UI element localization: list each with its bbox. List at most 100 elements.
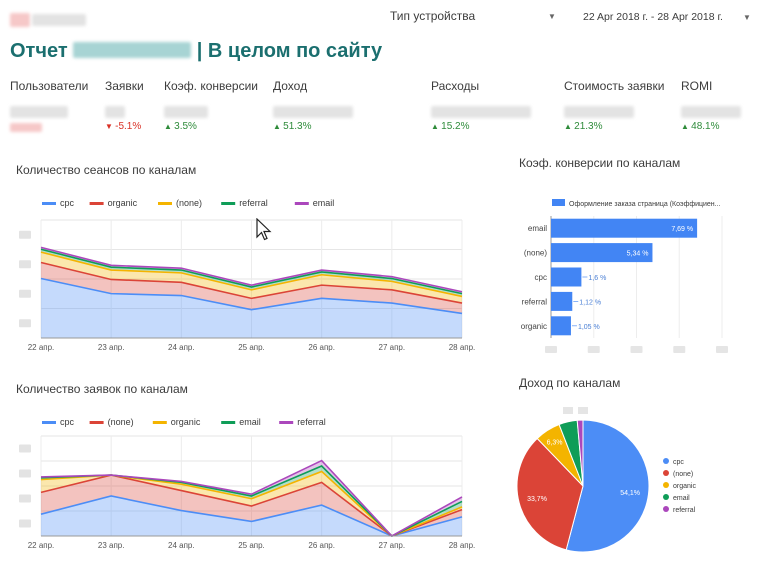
metric-card: Заявки ▼ -5.1% — [105, 79, 144, 132]
legend-label: organic — [108, 198, 138, 208]
legend-item: organic — [89, 198, 138, 208]
metric-card: Доход ▲ 51.3% — [273, 79, 353, 132]
legend-redacted — [563, 407, 573, 414]
legend-item: organic — [152, 417, 201, 427]
arrow-down-icon: ▼ — [105, 122, 116, 131]
legend-swatch — [158, 202, 172, 205]
x-tick-label: 26 апр. — [308, 541, 335, 550]
metric-value-redacted — [431, 106, 531, 118]
y-tick-label: organic — [521, 322, 547, 331]
series-line-referral — [40, 248, 463, 295]
metric-label: ROMI — [681, 79, 713, 93]
legend-swatch — [221, 421, 236, 424]
metric-delta-redacted — [10, 123, 42, 132]
metric-delta-value: 3.5% — [174, 121, 197, 132]
date-range-picker[interactable]: 22 Apr 2018 г. - 28 Apr 2018 г. ▼ — [583, 11, 751, 25]
area-cpc — [41, 496, 462, 536]
legend-label: organic — [171, 417, 201, 427]
device-type-filter[interactable]: Тип устройства ▼ — [390, 9, 556, 25]
legend-label: referral — [297, 417, 326, 427]
metric-value-redacted — [681, 106, 741, 118]
x-tick-label: 24 апр. — [168, 541, 195, 550]
y-tick-redacted — [19, 444, 31, 453]
data-label: 33,7% — [527, 496, 547, 503]
legend-swatch — [152, 421, 167, 424]
metric-value-redacted — [105, 106, 125, 118]
leads-area-chart: cpc (none) organic email referral 22 апр. 23 а… — [19, 417, 476, 550]
y-tick-redacted — [19, 289, 31, 298]
legend-swatch — [294, 202, 309, 205]
legend-item: referral — [279, 417, 326, 427]
legend-label: Оформление заказа страница (Коэффициен..… — [569, 201, 721, 208]
x-tick-redacted — [630, 346, 643, 353]
bar — [551, 267, 582, 287]
series-line-organic — [40, 261, 463, 304]
legend-label: (none) — [673, 471, 693, 478]
legend-swatch — [663, 470, 669, 476]
data-label: 1,12 % — [579, 299, 601, 306]
metric-value-redacted — [564, 106, 634, 118]
metric-delta: ▲ 3.5% — [164, 121, 258, 132]
data-label: 54,1% — [620, 490, 640, 497]
pie-slice-email — [576, 419, 584, 487]
legend-redacted — [578, 407, 588, 414]
metric-label: Пользователи — [10, 79, 89, 93]
x-tick-label: 26 апр. — [308, 343, 335, 352]
legend-swatch — [663, 506, 669, 512]
y-tick-redacted — [19, 469, 31, 478]
area-organic — [41, 475, 462, 536]
legend-swatch — [42, 202, 56, 205]
bar — [551, 291, 573, 311]
mouse-cursor-icon — [256, 218, 272, 241]
x-tick-redacted — [673, 346, 686, 353]
legend-swatch — [42, 421, 56, 424]
series-line-cpc — [40, 277, 463, 315]
bar — [551, 243, 653, 263]
metric-card: ROMI ▲ 48.1% — [681, 79, 741, 132]
x-tick-label: 27 апр. — [379, 541, 406, 550]
x-tick-redacted — [716, 346, 728, 353]
x-tick-label: 22 апр. — [28, 541, 55, 550]
legend-item: cpc — [42, 198, 75, 208]
x-tick-label: 23 апр. — [98, 541, 125, 550]
legend-swatch — [89, 421, 104, 424]
legend-label: cpc — [60, 198, 75, 208]
metric-delta: ▲ 48.1% — [681, 121, 741, 132]
y-tick-redacted — [19, 230, 31, 239]
legend-label: cpc — [60, 417, 75, 427]
legend-label: email — [239, 417, 261, 427]
x-tick-label: 24 апр. — [168, 343, 195, 352]
pie-slice-organic — [516, 437, 584, 551]
legend-swatch — [663, 494, 669, 500]
arrow-up-icon: ▲ — [681, 122, 692, 131]
x-tick-label: 25 апр. — [238, 541, 265, 550]
metric-card: Стоимость заявки ▲ 21.3% — [564, 79, 664, 132]
sessions-chart-title: Количество сеансов по каналам — [16, 163, 197, 177]
revenue-chart-title: Доход по каналам — [519, 376, 621, 390]
series-line-none — [40, 251, 463, 298]
pie-slice-cpc — [565, 419, 650, 553]
metric-delta-value: 51.3% — [283, 121, 312, 132]
area-none — [41, 252, 462, 304]
metric-card: Коэф. конверсии ▲ 3.5% — [164, 79, 258, 132]
legend-label: organic — [673, 483, 696, 490]
legend-label: referral — [239, 198, 268, 208]
metric-delta-value: 15.2% — [441, 121, 470, 132]
chevron-down-icon: ▼ — [743, 13, 751, 22]
x-tick-label: 28 апр. — [449, 343, 476, 352]
legend-label: cpc — [673, 459, 684, 466]
x-tick-label: 23 апр. — [98, 343, 125, 352]
metric-delta-value: -5.1% — [115, 121, 142, 132]
metric-value-redacted — [273, 106, 353, 118]
revenue-pie-chart: 54,1% 33,7% 6,3% cpc (none) organic email refer… — [516, 407, 696, 553]
logo-placeholder-text — [32, 14, 86, 26]
data-label: 5,34 % — [627, 251, 649, 258]
metric-delta-value: 48.1% — [691, 121, 720, 132]
bar — [551, 218, 698, 238]
legend-item: email — [294, 198, 334, 208]
x-tick-label: 28 апр. — [449, 541, 476, 550]
metric-label: Заявки — [105, 79, 144, 93]
metric-label: Стоимость заявки — [564, 79, 665, 93]
legend-swatch — [663, 482, 669, 488]
data-label: 7,69 % — [671, 226, 693, 233]
